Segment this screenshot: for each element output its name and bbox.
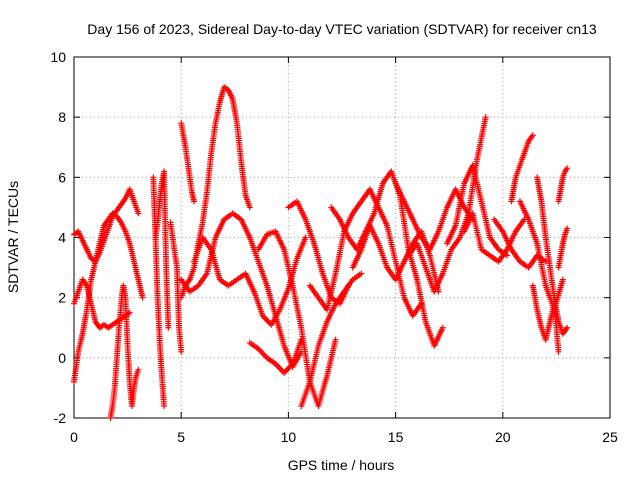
x-tick-label: 10: [281, 429, 297, 445]
series-track-26: [534, 174, 571, 337]
series-track-6: [152, 168, 172, 331]
y-tick-label: 0: [58, 350, 66, 366]
series-track-16: [306, 186, 425, 319]
y-tick-label: 6: [58, 169, 66, 185]
data-point-marker: [564, 324, 571, 331]
x-axis-label: GPS time / hours: [288, 457, 395, 473]
y-tick-label: 4: [58, 230, 66, 246]
series-track-28: [555, 165, 571, 205]
series-track-15: [298, 270, 365, 409]
series-track-21: [444, 162, 511, 259]
series-track-3: [71, 276, 133, 331]
data-point-marker: [161, 402, 168, 409]
data-point-marker: [135, 366, 142, 373]
chart-title: Day 156 of 2023, Sidereal Day-to-day VTE…: [87, 21, 597, 37]
data-point-marker: [332, 336, 339, 343]
data-point-marker: [555, 348, 562, 355]
data-point-marker: [564, 225, 571, 232]
series-track-24: [491, 216, 549, 271]
y-tick-label: 10: [50, 49, 66, 65]
series-track-11: [191, 234, 309, 328]
x-tick-label: 20: [495, 429, 511, 445]
series-track-13: [255, 228, 339, 409]
series-track-7: [167, 219, 185, 355]
x-tick-label: 25: [602, 429, 618, 445]
x-tick-label: 0: [70, 429, 78, 445]
data-point-marker: [302, 234, 309, 241]
series-track-29: [555, 225, 571, 271]
series-track-17: [328, 168, 446, 349]
series-track-10: [178, 210, 305, 370]
series-track-9: [178, 84, 253, 301]
data-point-marker: [135, 210, 142, 217]
x-tick-label: 15: [388, 429, 404, 445]
data-point-marker: [178, 348, 185, 355]
data-point-marker: [165, 324, 172, 331]
data-point-marker: [482, 114, 489, 121]
series-track-20: [405, 114, 489, 295]
data-series: [71, 84, 571, 421]
y-tick-label: 2: [58, 290, 66, 306]
x-tick-label: 5: [177, 429, 185, 445]
y-tick-label: 8: [58, 109, 66, 125]
series-track-8: [178, 120, 198, 205]
data-point-marker: [564, 165, 571, 172]
data-point-marker: [191, 198, 198, 205]
data-point-marker: [246, 204, 253, 211]
y-tick-label: -2: [54, 410, 67, 426]
data-point-marker: [139, 294, 146, 301]
series-track-4: [107, 282, 142, 421]
y-axis-label: SDTVAR / TECUs: [5, 181, 21, 293]
series-track-23: [508, 132, 536, 205]
data-point-marker: [529, 132, 536, 139]
series-track-27: [529, 282, 562, 355]
data-point-marker: [439, 324, 446, 331]
series-track-12: [246, 336, 305, 376]
data-point-marker: [358, 270, 365, 277]
data-point-marker: [559, 276, 566, 283]
